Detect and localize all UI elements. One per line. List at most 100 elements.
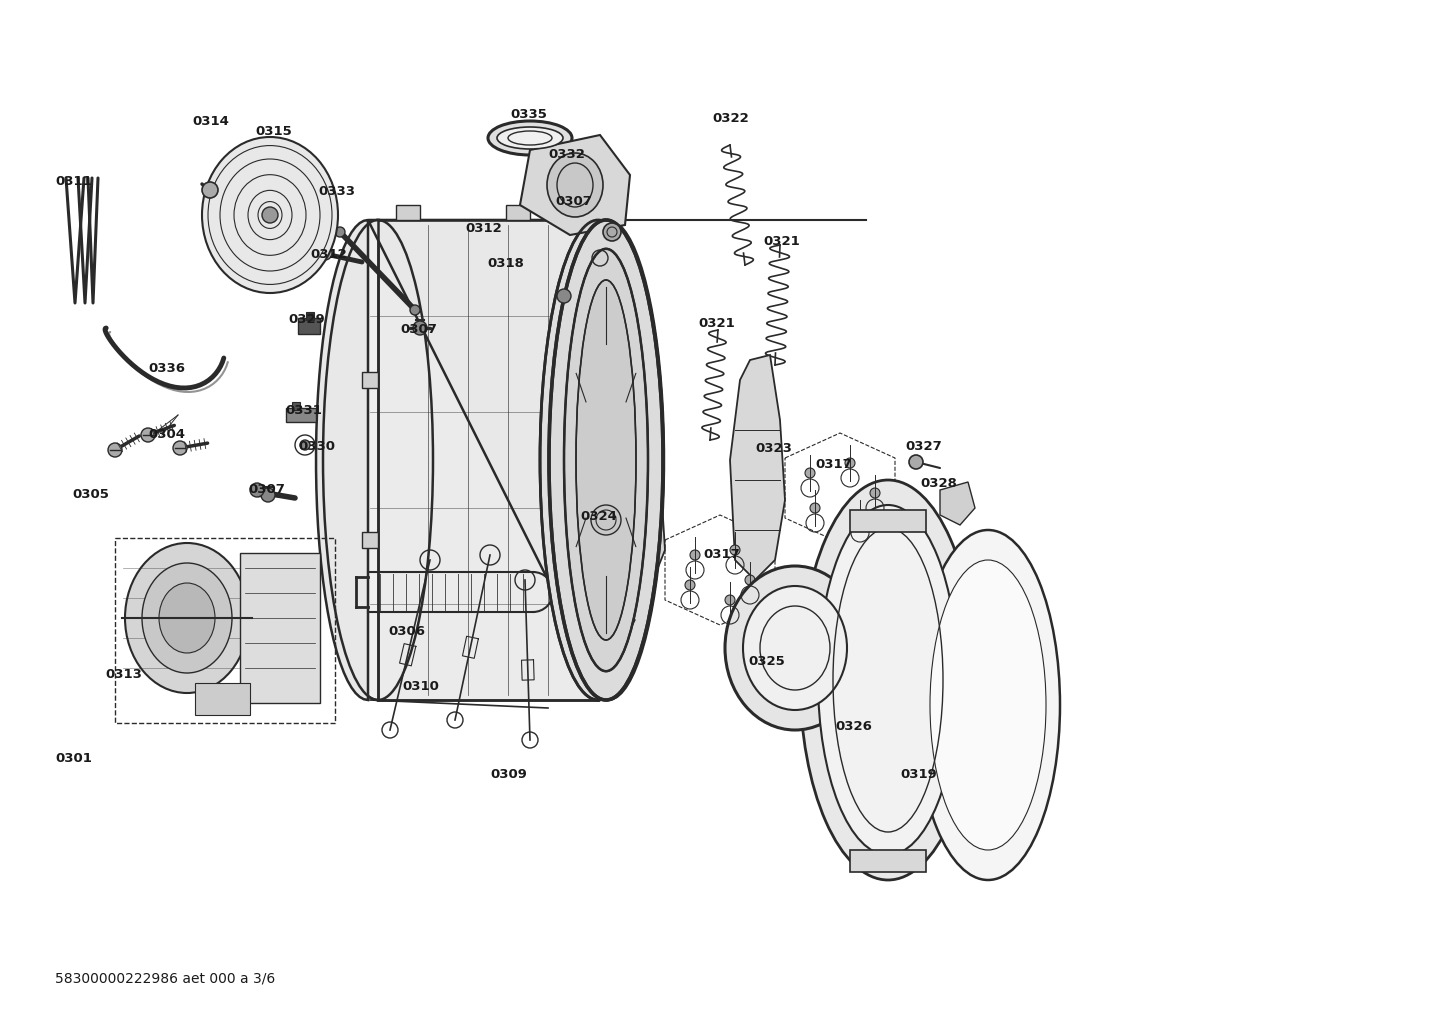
Text: 0331: 0331 (286, 404, 322, 417)
Text: 0330: 0330 (298, 440, 335, 453)
Text: 0307: 0307 (399, 323, 437, 336)
Ellipse shape (743, 586, 846, 710)
Bar (397, 205, 420, 220)
Circle shape (845, 458, 855, 468)
Text: 0305: 0305 (72, 488, 110, 501)
Text: 0319: 0319 (900, 768, 937, 781)
Bar (598, 572, 614, 588)
Circle shape (335, 227, 345, 237)
Text: 0325: 0325 (748, 655, 784, 668)
Text: 0326: 0326 (835, 720, 872, 733)
Ellipse shape (818, 505, 957, 855)
Ellipse shape (930, 560, 1045, 850)
Text: 0317: 0317 (815, 458, 852, 471)
Text: 0327: 0327 (906, 440, 942, 453)
Polygon shape (570, 430, 665, 610)
Circle shape (262, 207, 278, 223)
Bar (362, 532, 378, 548)
Ellipse shape (916, 530, 1060, 880)
Bar (195, 683, 249, 715)
Text: 0306: 0306 (388, 625, 425, 638)
Text: 0315: 0315 (255, 125, 291, 138)
Circle shape (202, 182, 218, 198)
Text: 0323: 0323 (756, 442, 792, 455)
Text: 0312: 0312 (310, 248, 346, 261)
Text: 0304: 0304 (149, 428, 185, 441)
Bar (849, 850, 926, 872)
Text: 0309: 0309 (490, 768, 526, 781)
Ellipse shape (323, 220, 433, 700)
Text: 58300000222986 aet 000 a 3/6: 58300000222986 aet 000 a 3/6 (55, 971, 275, 985)
Text: 0312: 0312 (464, 222, 502, 235)
Ellipse shape (800, 480, 976, 880)
Bar (306, 312, 314, 320)
Ellipse shape (725, 566, 865, 730)
Text: 0329: 0329 (288, 313, 324, 326)
Bar (239, 553, 320, 703)
Text: 0328: 0328 (920, 477, 957, 490)
Circle shape (300, 440, 310, 450)
Circle shape (173, 441, 187, 455)
Text: 0310: 0310 (402, 680, 438, 693)
Ellipse shape (549, 220, 663, 700)
Polygon shape (521, 135, 630, 235)
Ellipse shape (547, 153, 603, 217)
Circle shape (730, 545, 740, 555)
Polygon shape (940, 482, 975, 525)
Circle shape (870, 488, 880, 498)
Circle shape (410, 305, 420, 315)
Bar (378, 220, 598, 700)
Text: 0332: 0332 (548, 148, 585, 161)
Ellipse shape (564, 249, 647, 672)
Text: 0307: 0307 (555, 195, 591, 208)
Polygon shape (316, 220, 663, 700)
Text: 0314: 0314 (192, 115, 229, 128)
Bar (291, 403, 300, 410)
Polygon shape (596, 595, 634, 640)
Circle shape (805, 468, 815, 478)
Circle shape (141, 428, 154, 442)
Ellipse shape (497, 127, 562, 149)
Circle shape (725, 595, 735, 605)
Ellipse shape (159, 583, 215, 653)
Text: 0321: 0321 (763, 235, 800, 248)
Ellipse shape (539, 220, 656, 700)
Text: 0333: 0333 (319, 185, 355, 198)
Text: 0313: 0313 (105, 668, 141, 681)
Circle shape (319, 246, 332, 260)
Circle shape (855, 513, 865, 523)
Circle shape (908, 455, 923, 469)
Circle shape (412, 321, 427, 335)
Circle shape (691, 550, 699, 560)
Ellipse shape (487, 121, 572, 155)
Bar (378, 220, 598, 700)
Circle shape (261, 488, 275, 502)
Circle shape (108, 443, 123, 457)
Bar (506, 205, 531, 220)
Bar (298, 318, 320, 334)
Ellipse shape (141, 564, 232, 673)
Text: 0336: 0336 (149, 362, 185, 375)
Ellipse shape (125, 543, 249, 693)
Circle shape (810, 503, 820, 513)
Text: 0322: 0322 (712, 112, 748, 125)
Text: 0318: 0318 (487, 257, 523, 270)
Bar (849, 510, 926, 532)
Polygon shape (730, 355, 784, 580)
Bar (286, 408, 316, 422)
Text: 0307: 0307 (248, 483, 286, 496)
Circle shape (746, 575, 756, 585)
Text: 0311: 0311 (55, 175, 92, 187)
Circle shape (591, 505, 622, 535)
Bar (115, 538, 335, 723)
Text: 0324: 0324 (580, 510, 617, 523)
Circle shape (249, 483, 264, 497)
Ellipse shape (202, 137, 337, 293)
Text: 0321: 0321 (698, 317, 735, 330)
Circle shape (603, 223, 622, 242)
Bar (598, 332, 614, 348)
Ellipse shape (575, 280, 636, 640)
Bar (362, 372, 378, 388)
Text: 0335: 0335 (510, 108, 547, 121)
Text: 0301: 0301 (55, 752, 92, 765)
